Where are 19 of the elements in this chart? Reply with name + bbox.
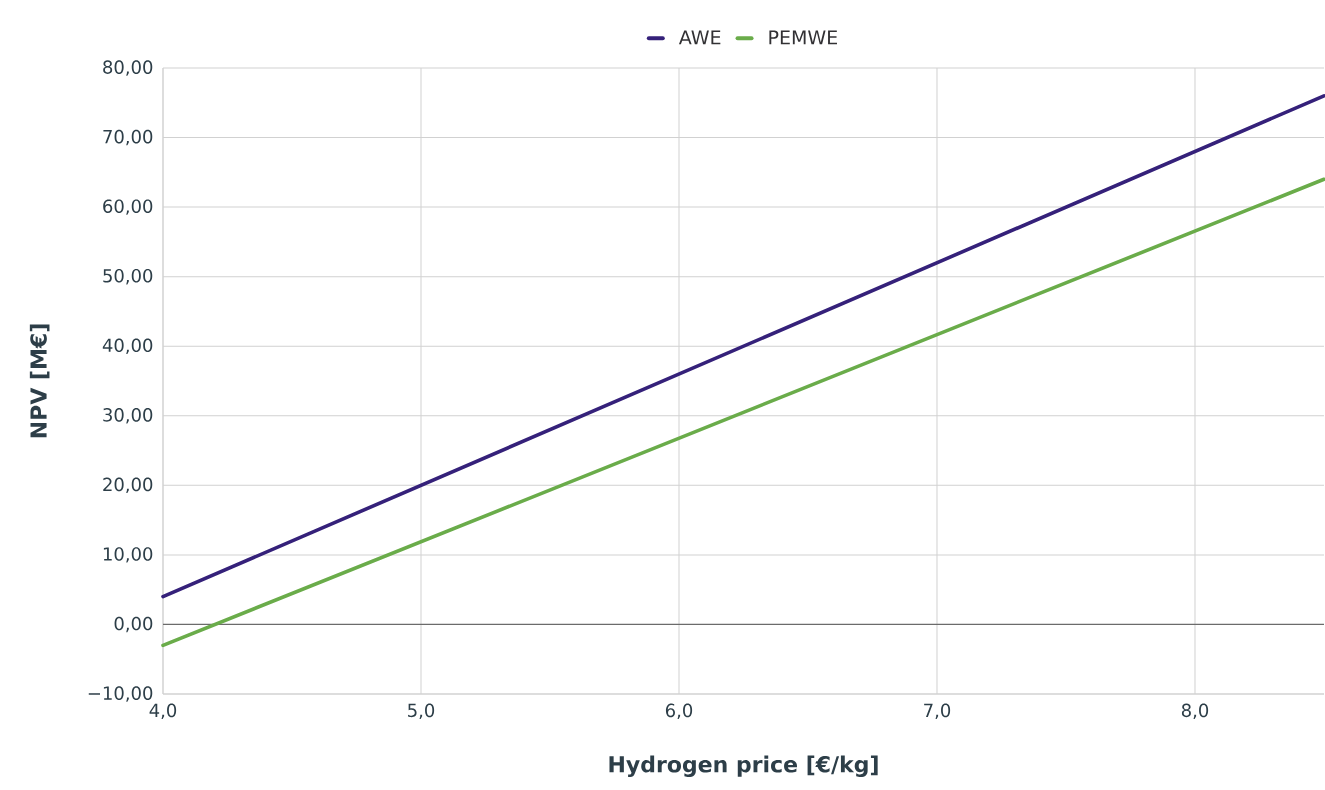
x-tick-label: 4,0 — [149, 703, 177, 719]
y-axis-title: NPV [M€] — [29, 324, 50, 438]
y-tick-label: 60,00 — [103, 199, 153, 215]
x-tick-label: 7,0 — [924, 703, 951, 719]
y-tick-label: −10,00 — [88, 686, 153, 702]
y-tick-label: 20,00 — [103, 477, 153, 494]
x-axis-title: Hydrogen price [€/kg] — [609, 755, 878, 777]
y-tick-label: 80,00 — [103, 60, 153, 76]
x-tick-label: 5,0 — [408, 703, 435, 719]
y-tick-label: 0,00 — [114, 616, 153, 633]
x-tick-label: 6,0 — [665, 703, 693, 719]
legend-label: PEMWE — [769, 30, 837, 45]
x-tick-label: 8,0 — [1181, 703, 1209, 719]
y-tick-label: 40,00 — [102, 338, 153, 354]
y-tick-label: 70,00 — [103, 129, 153, 146]
legend-label: AWE — [678, 30, 721, 45]
y-tick-label: 30,00 — [103, 408, 153, 424]
y-tick-label: 50,00 — [103, 268, 153, 285]
y-tick-label: 10,00 — [103, 547, 153, 563]
